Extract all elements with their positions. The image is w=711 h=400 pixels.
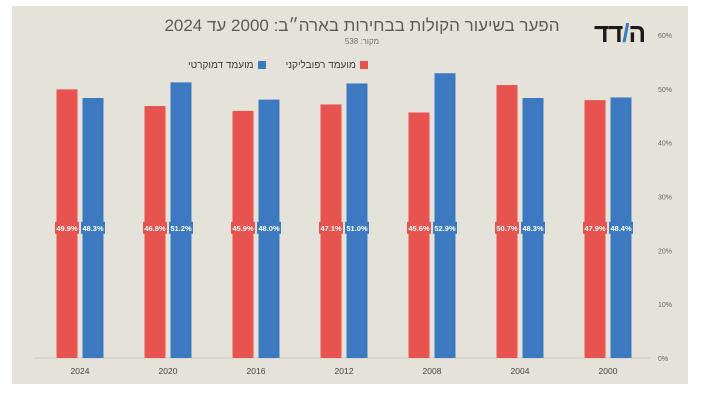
bar-republican <box>232 110 254 358</box>
data-label: 51.2% <box>170 224 192 233</box>
legend-item-republican: מועמד רפובליקני <box>286 58 368 72</box>
chart-legend: מועמד רפובליקני מועמד דמוקרטי <box>188 58 368 72</box>
data-label: 45.9% <box>232 224 254 233</box>
data-label: 47.1% <box>320 224 342 233</box>
data-label-bg <box>81 221 105 234</box>
legend-label-democrat: מועמד דמוקרטי <box>188 59 254 71</box>
x-tick-label: 2000 <box>599 366 618 376</box>
x-tick-label: 2020 <box>159 366 178 376</box>
data-label-bg <box>319 221 343 234</box>
data-label: 46.8% <box>144 224 166 233</box>
chart-subtitle: מקור: 538 <box>344 37 380 46</box>
bar-chart: 0% 10% 20% 30% 40% 50% 60% 49.9% 48.3% 2024 46.8% 5… <box>34 33 672 376</box>
y-tick-label: 10% <box>658 302 672 309</box>
data-label: 51.0% <box>346 224 368 233</box>
data-label: 49.9% <box>56 224 78 233</box>
data-label-bg <box>231 221 255 234</box>
bar-democrat <box>170 82 192 358</box>
data-label-bg <box>143 221 167 234</box>
chart-card: הפער בשיעור הקולות בבחירות בארה״ב: 2000 … <box>12 6 688 384</box>
y-tick-label: 40% <box>658 141 672 148</box>
data-label-bg <box>583 221 607 234</box>
y-tick-label: 50% <box>658 87 672 94</box>
legend-label-republican: מועמד רפובליקני <box>285 59 356 71</box>
y-tick-label: 20% <box>658 248 672 255</box>
bar-democrat <box>434 73 456 358</box>
x-tick-label: 2016 <box>247 366 266 376</box>
data-label: 47.9% <box>584 224 606 233</box>
data-label-bg <box>495 221 519 234</box>
data-label-bg <box>345 221 369 234</box>
bar-democrat <box>346 83 368 358</box>
data-label-bg <box>169 221 193 234</box>
data-label-bg <box>257 221 281 234</box>
data-label-bg <box>433 221 457 234</box>
legend-swatch-republican <box>359 61 368 69</box>
data-label: 50.7% <box>496 224 518 233</box>
data-label: 48.0% <box>258 224 280 233</box>
x-tick-label: 2024 <box>71 366 90 376</box>
data-label-bg <box>407 221 431 234</box>
brand-logo: ה/דד <box>594 18 646 48</box>
data-label: 45.6% <box>408 224 430 233</box>
chart-title: הפער בשיעור הקולות בבחירות בארה״ב: 2000 … <box>164 16 560 35</box>
x-tick-label: 2004 <box>511 366 530 376</box>
legend-swatch-democrat <box>257 61 266 69</box>
data-label-bg <box>55 221 79 234</box>
data-label-bg <box>609 221 633 234</box>
data-label: 48.4% <box>610 224 632 233</box>
bar-republican <box>408 112 430 359</box>
data-label: 48.3% <box>82 224 104 233</box>
y-tick-label: 60% <box>658 33 672 40</box>
data-label-bg <box>521 221 545 234</box>
bar-republican <box>496 85 518 358</box>
y-tick-label: 0% <box>658 356 668 363</box>
legend-item-democrat: מועמד דמוקרטי <box>188 58 266 72</box>
x-tick-label: 2012 <box>335 366 354 376</box>
x-tick-label: 2008 <box>423 366 442 376</box>
y-tick-label: 30% <box>658 195 672 202</box>
data-label: 48.3% <box>522 224 544 233</box>
data-label: 52.9% <box>434 224 456 233</box>
